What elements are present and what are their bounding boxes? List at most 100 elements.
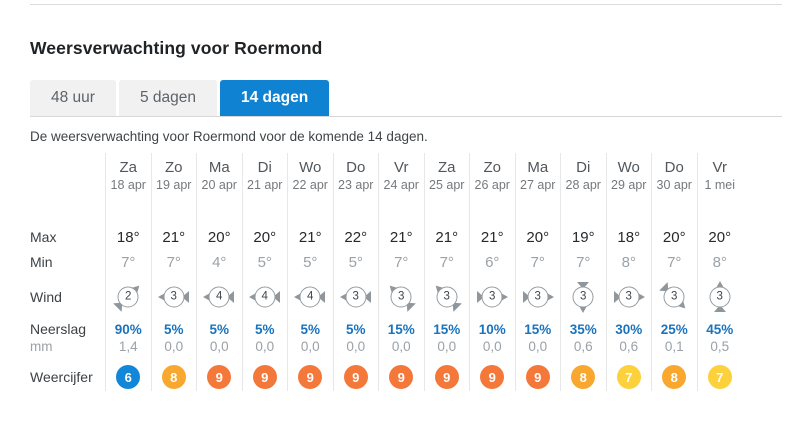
day-name: Do [346, 159, 366, 176]
day-header: Di 28 apr [561, 153, 606, 197]
day-date: 25 apr [429, 178, 465, 192]
min-temperature: 5° [348, 254, 363, 271]
forecast-day-column[interactable]: Vr 1 mei 20° 8° 3 45% 0,5 7 [696, 153, 743, 391]
day-header: Vr 24 apr [379, 153, 424, 197]
forecast-day-column[interactable]: Di 28 apr 19° 7° 3 35% 0,6 8 [560, 153, 606, 391]
forecast-day-column[interactable]: Za 25 apr 21° 7° 3 15% 0,0 9 [423, 153, 470, 391]
forecast-day-column[interactable]: Wo 29 apr 18° 8° 3 30% 0,6 7 [605, 153, 652, 391]
row-labels-column: Max Min Wind Neerslag mm Weercijfer [30, 153, 105, 391]
top-divider [30, 4, 782, 5]
wind-direction-icon: 3 [659, 282, 690, 312]
day-name: Di [257, 159, 272, 176]
day-date: 24 apr [383, 178, 419, 192]
wind-direction-icon: 4 [294, 284, 326, 310]
tab-48-uur[interactable]: 48 uur [30, 80, 116, 116]
wind-direction-icon: 4 [203, 284, 235, 310]
min-temperature: 4° [212, 254, 227, 271]
day-date: 18 apr [110, 178, 146, 192]
weather-grade-badge: 9 [343, 365, 368, 389]
precipitation-mm: 0,0 [528, 339, 548, 354]
weather-grade-badge: 9 [207, 365, 232, 389]
forecast-day-column[interactable]: Di 21 apr 20° 5° 4 5% 0,0 9 [241, 153, 288, 391]
day-header: Wo 22 apr [288, 153, 333, 197]
day-header: Ma 20 apr [197, 153, 242, 197]
wind-beaufort-value: 3 [436, 286, 458, 308]
precipitation-chance: 5% [209, 322, 229, 337]
day-header: Za 18 apr [106, 153, 151, 197]
forecast-day-column[interactable]: Ma 20 apr 20° 4° 4 5% 0,0 9 [196, 153, 242, 391]
max-temperature: 18° [617, 229, 641, 246]
day-date: 1 mei [704, 178, 736, 192]
day-name: Vr [712, 159, 727, 176]
precipitation-mm: 0,0 [255, 339, 275, 354]
wind-beaufort-value: 3 [345, 286, 367, 308]
precipitation-mm: 0,5 [710, 339, 730, 354]
day-name: Vr [394, 159, 409, 176]
wind-beaufort-value: 3 [572, 286, 594, 308]
wind-direction-icon: 4 [248, 284, 280, 310]
day-header: Do 30 apr [652, 153, 697, 197]
precipitation-chance: 15% [524, 322, 552, 337]
wind-beaufort-value: 3 [481, 286, 503, 308]
day-date: 26 apr [474, 178, 510, 192]
forecast-day-column[interactable]: Do 30 apr 20° 7° 3 25% 0,1 8 [651, 153, 697, 391]
day-header: Do 23 apr [334, 153, 379, 197]
precipitation-mm: 0,0 [482, 339, 502, 354]
tab-5-dagen[interactable]: 5 dagen [118, 80, 217, 116]
precipitation-mm: 0,6 [619, 339, 639, 354]
precipitation-mm: 0,1 [664, 339, 684, 354]
forecast-day-column[interactable]: Zo 26 apr 21° 6° 3 10% 0,0 9 [469, 153, 515, 391]
weather-grade-badge: 9 [252, 365, 277, 389]
forecast-tab-bar: 48 uur 5 dagen 14 dagen [30, 80, 782, 117]
wind-beaufort-value: 3 [390, 286, 412, 308]
forecast-day-column[interactable]: Ma 27 apr 20° 7° 3 15% 0,0 9 [514, 153, 561, 391]
page-title: Weersverwachting voor Roermond [30, 38, 323, 58]
precipitation-chance: 25% [660, 322, 688, 337]
precipitation-chance: 45% [706, 322, 734, 337]
wind-beaufort-value: 3 [618, 286, 640, 308]
day-name: Zo [483, 159, 501, 176]
row-label-neerslag: Neerslag [30, 321, 87, 337]
weather-grade-badge: 6 [116, 365, 141, 389]
intro-text: De weersverwachting voor Roermond voor d… [30, 129, 428, 144]
day-date: 29 apr [611, 178, 647, 192]
wind-direction-icon: 3 [386, 282, 417, 312]
precipitation-chance: 5% [345, 322, 366, 337]
forecast-day-column[interactable]: Zo 19 apr 21° 7° 3 5% 0,0 8 [150, 153, 197, 391]
tab-14-dagen[interactable]: 14 dagen [219, 80, 330, 116]
wind-beaufort-value: 3 [163, 286, 185, 308]
day-header: Zo 26 apr [470, 153, 515, 197]
row-label-min: Min [30, 254, 53, 270]
max-temperature: 21° [298, 229, 322, 246]
wind-direction-icon: 3 [477, 284, 509, 310]
row-label-mm: mm [30, 339, 53, 354]
day-name: Wo [617, 159, 640, 176]
row-label-wind: Wind [30, 289, 62, 305]
precipitation-chance: 5% [254, 322, 275, 337]
max-temperature: 20° [253, 229, 277, 246]
precipitation-chance: 10% [478, 322, 506, 337]
min-temperature: 7° [166, 254, 181, 271]
wind-arrow-tail [477, 291, 485, 303]
forecast-day-column[interactable]: Wo 22 apr 21° 5° 4 5% 0,0 9 [287, 153, 333, 391]
max-temperature: 21° [435, 229, 459, 246]
day-name: Ma [527, 159, 549, 176]
weather-grade-badge: 9 [298, 365, 323, 389]
precipitation-mm: 0,0 [164, 339, 184, 354]
forecast-day-column[interactable]: Do 23 apr 22° 5° 3 5% 0,0 9 [332, 153, 379, 391]
precipitation-mm: 1,4 [118, 339, 138, 354]
min-temperature: 7° [394, 254, 409, 271]
day-header: Za 25 apr [425, 153, 470, 197]
forecast-day-column[interactable]: Za 18 apr 18° 7° 2 90% 1,4 6 [105, 153, 151, 391]
min-temperature: 8° [621, 254, 636, 271]
precipitation-chance: 15% [433, 322, 461, 337]
precipitation-chance: 90% [114, 322, 142, 337]
wind-direction-icon: 2 [113, 282, 144, 312]
forecast-day-column[interactable]: Vr 24 apr 21° 7° 3 15% 0,0 9 [378, 153, 424, 391]
min-temperature: 8° [712, 254, 727, 271]
max-temperature: 20° [526, 229, 550, 246]
wind-beaufort-value: 4 [254, 286, 276, 308]
wind-direction-icon: 3 [570, 282, 596, 313]
weather-grade-badge: 9 [480, 365, 505, 389]
min-temperature: 5° [303, 254, 318, 271]
